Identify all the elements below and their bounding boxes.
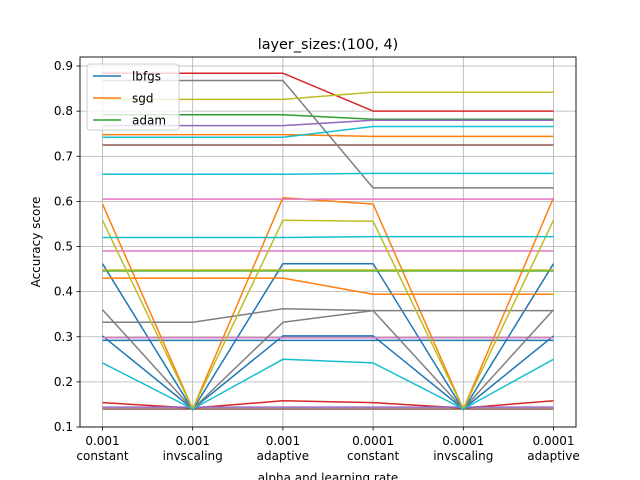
series-line [101,197,555,410]
x-tick-label-lr: adaptive [257,449,309,463]
series-line [102,308,554,324]
series-line [102,172,554,176]
x-tick-label-alpha: 0.001 [85,434,119,448]
x-axis: 0.001constant0.001invscaling0.001adaptiv… [76,427,580,463]
x-tick-label-lr: invscaling [163,449,223,463]
legend-label: sgd [132,92,154,106]
x-tick-label-alpha: 0.001 [266,434,300,448]
x-tick-label-alpha: 0.0001 [442,434,484,448]
y-axis: 0.1 0.2 0.3 0.4 0.5 0.6 0.7 0.8 0.9 [54,59,80,434]
series-line [101,309,555,410]
series-line [101,219,555,410]
legend: lbfgs sgd adam [86,63,180,131]
series-line [102,133,554,138]
x-tick-label-lr: constant [347,449,399,463]
y-tick-label: 0.6 [54,194,73,208]
series-line [102,125,554,139]
data-lines [101,72,555,411]
series-line [102,358,554,410]
y-tick-label: 0.2 [54,375,73,389]
y-tick-label: 0.4 [54,285,73,299]
series-line [102,235,554,239]
y-tick-label: 0.7 [54,149,73,163]
y-axis-label: Accuracy score [29,197,43,288]
x-axis-label: alpha and learning rate [258,471,399,480]
series-line [101,262,555,411]
legend-label: adam [132,114,166,128]
plot-frame [79,56,577,428]
y-tick-label: 0.3 [54,330,73,344]
x-tick-label-lr: constant [76,449,128,463]
y-tick-label: 0.5 [54,240,73,254]
y-tick-label: 0.1 [54,420,73,434]
x-tick-label-alpha: 0.0001 [352,434,394,448]
legend-label: lbfgs [132,70,161,84]
x-tick-label-alpha: 0.001 [176,434,210,448]
y-tick-label: 0.8 [54,104,73,118]
series-line [102,277,554,296]
series-line [102,335,554,410]
y-tick-label: 0.9 [54,59,73,73]
chart-title: layer_sizes:(100, 4) [258,37,399,53]
x-tick-label-lr: invscaling [433,449,493,463]
x-tick-label-alpha: 0.0001 [533,434,575,448]
x-tick-label-lr: adaptive [527,449,579,463]
legend-box [86,63,180,131]
